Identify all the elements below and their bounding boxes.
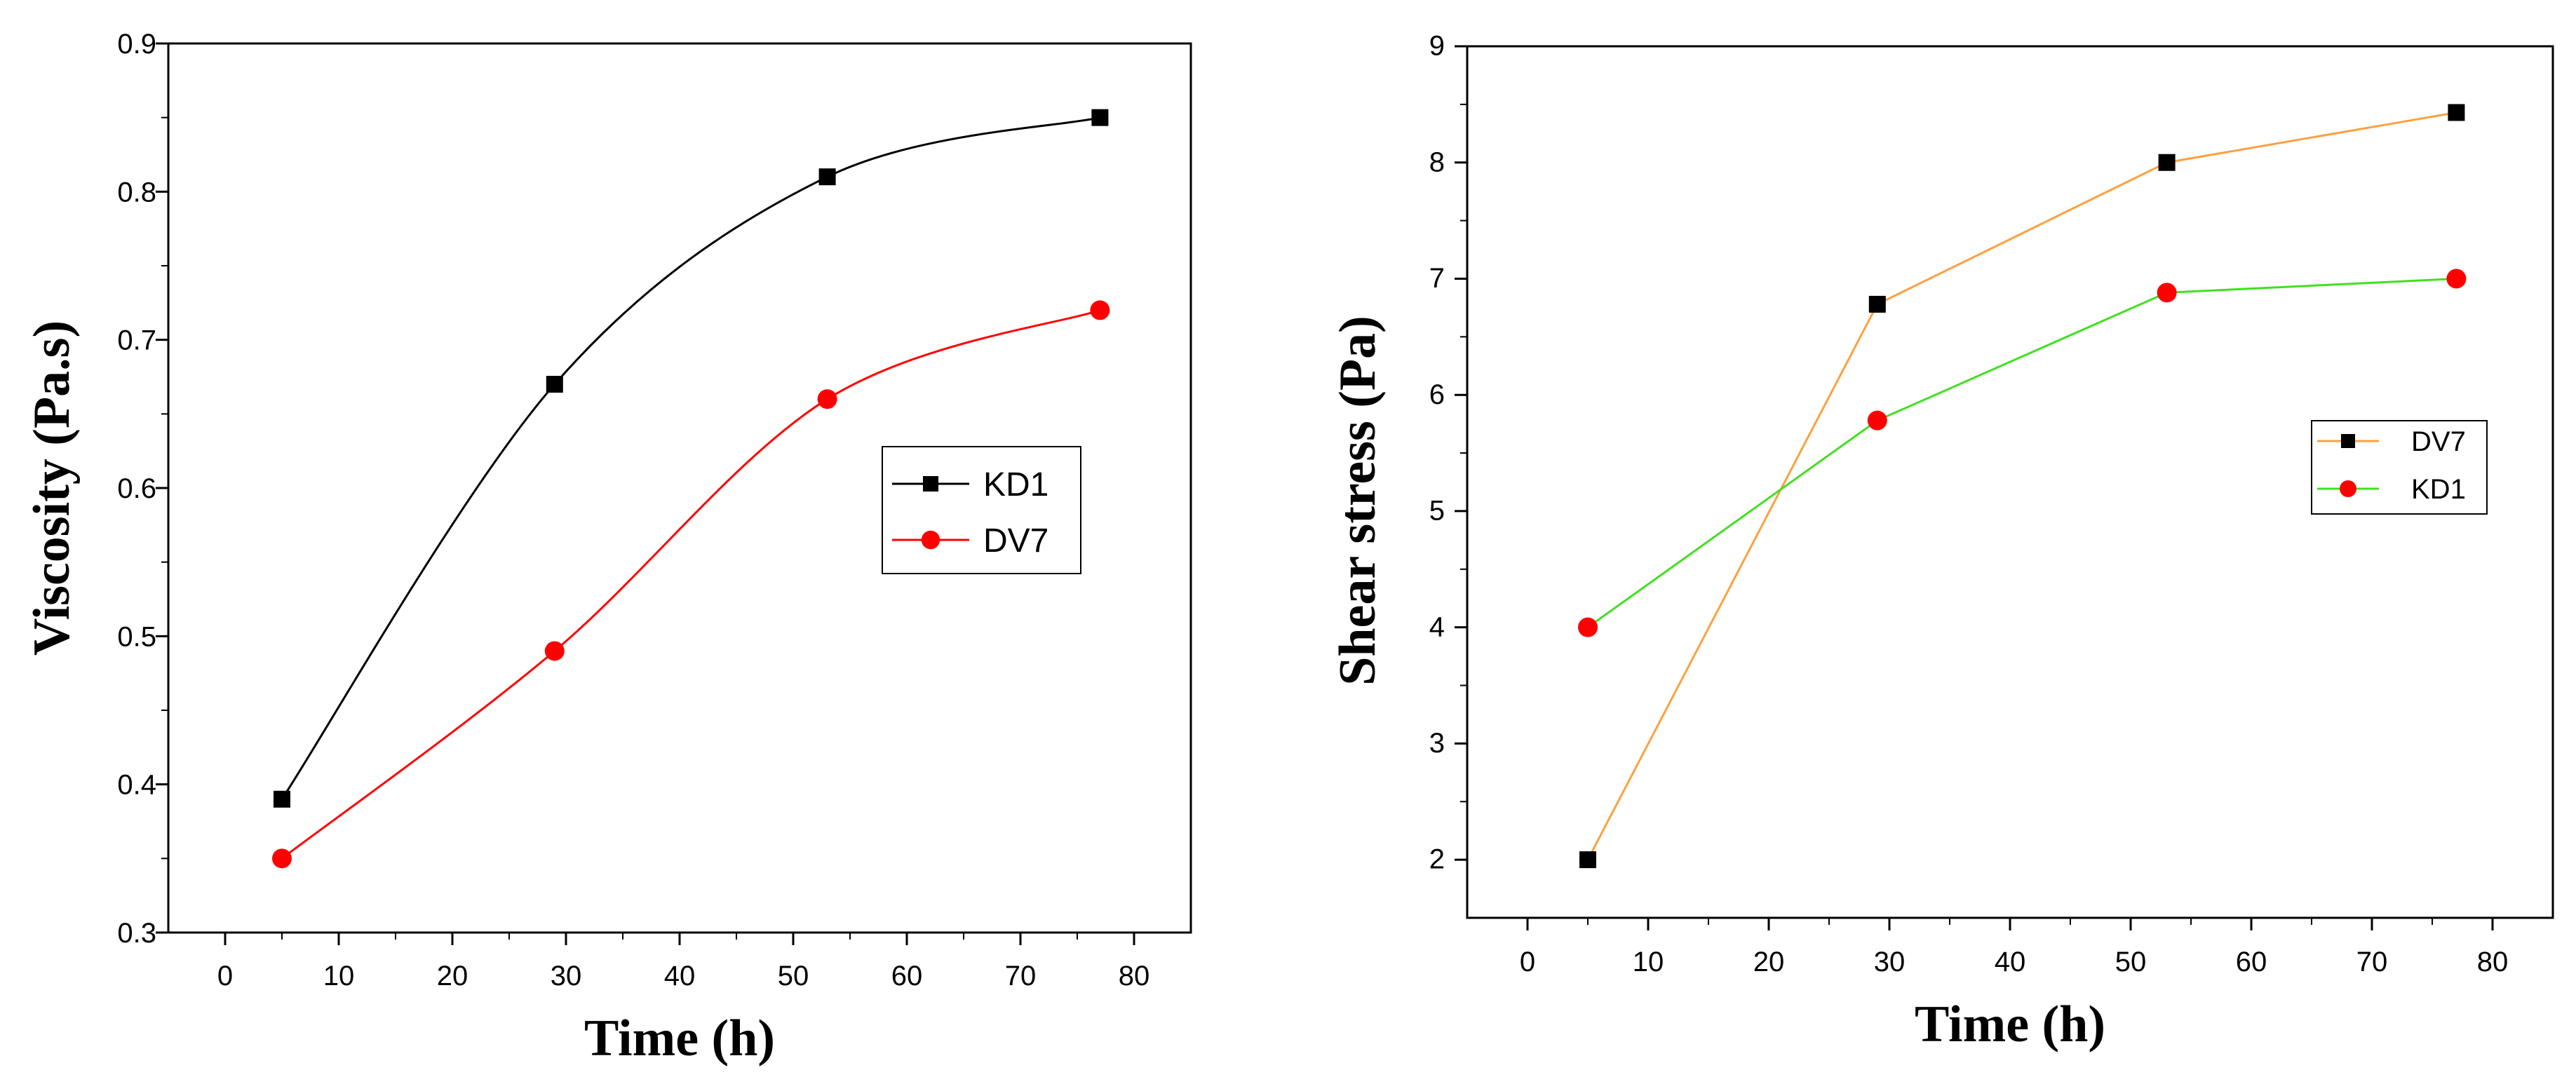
- series-line-dv7: [1586, 111, 2457, 860]
- y-tick-label: 9: [1429, 31, 1445, 62]
- legend-box: [2311, 420, 2488, 515]
- x-tick-label: 50: [2115, 947, 2147, 977]
- data-point-circle: [2157, 283, 2177, 303]
- x-tick-label: 10: [1633, 947, 1664, 977]
- x-tick-label: 20: [437, 961, 468, 991]
- series-line-kd1: [281, 116, 1100, 800]
- legend-marker-square: [923, 476, 938, 492]
- y-tick-label: 0.9: [117, 29, 156, 60]
- data-point-square: [546, 376, 563, 393]
- data-point-circle: [1578, 617, 1598, 637]
- x-tick-label: 20: [1753, 947, 1785, 977]
- x-axis-title: Time (h): [1915, 996, 2105, 1053]
- data-point-square: [1579, 851, 1596, 869]
- x-tick-label: 80: [1119, 961, 1150, 991]
- y-tick-label: 8: [1429, 147, 1445, 177]
- y-tick-label: 0.7: [117, 325, 156, 356]
- x-tick-label: 60: [2236, 947, 2267, 977]
- x-tick-label: 70: [1005, 961, 1037, 991]
- x-tick-label: 10: [323, 961, 355, 991]
- legend-label: KD1: [2411, 474, 2466, 505]
- x-axis-title: Time (h): [584, 1010, 775, 1067]
- data-point-square: [2158, 154, 2176, 171]
- legend-box: [882, 446, 1081, 574]
- y-tick-label: 7: [1429, 263, 1445, 294]
- legend-label: DV7: [2411, 426, 2466, 457]
- y-tick-label: 0.6: [117, 473, 156, 504]
- legend-marker-circle: [921, 530, 940, 550]
- x-tick-label: 30: [1874, 947, 1906, 977]
- y-tick-label: 0.5: [117, 621, 156, 652]
- x-tick-label: 80: [2477, 947, 2509, 977]
- x-tick-label: 0: [217, 961, 233, 991]
- data-point-square: [1868, 295, 1886, 313]
- data-point-circle: [544, 641, 565, 661]
- y-axis-title: Viscosity (Pa.s): [23, 320, 81, 656]
- data-point-circle: [2446, 269, 2467, 289]
- data-point-circle: [1867, 410, 1887, 431]
- x-tick-label: 50: [778, 961, 809, 991]
- legend-marker-circle: [2340, 480, 2356, 497]
- data-point-circle: [1090, 300, 1110, 320]
- x-tick-label: 40: [664, 961, 696, 991]
- series-line-dv7: [281, 309, 1100, 860]
- legend-label: DV7: [983, 522, 1048, 560]
- x-tick-label: 0: [1520, 947, 1535, 977]
- y-axis-title: Shear stress (Pa): [1329, 316, 1387, 686]
- legend-label: KD1: [983, 466, 1048, 503]
- data-point-square: [2448, 104, 2465, 121]
- shear-stress-chart: 0 10 20 30 40 50 60 70 80 2 3 4 5 6 7 8 9 Time (h) Shear s…: [1329, 31, 2554, 1053]
- x-tick-label: 40: [1995, 947, 2026, 977]
- data-point-circle: [817, 389, 837, 409]
- series-line-kd1: [1587, 277, 2457, 628]
- y-tick-label: 6: [1429, 379, 1445, 410]
- data-point-square: [1091, 109, 1109, 126]
- data-point-square: [274, 790, 290, 808]
- y-tick-label: 0.8: [117, 177, 156, 208]
- y-tick-label: 5: [1429, 496, 1445, 527]
- x-tick-label: 60: [891, 961, 923, 991]
- y-tick-label: 4: [1429, 611, 1445, 642]
- data-point-square: [818, 168, 836, 186]
- y-tick-label: 0.3: [117, 918, 156, 949]
- x-tick-label: 30: [551, 961, 582, 991]
- y-tick-label: 0.4: [117, 770, 156, 801]
- data-point-circle: [272, 848, 292, 869]
- y-tick-label: 2: [1429, 844, 1445, 875]
- y-tick-label: 3: [1429, 728, 1445, 759]
- viscosity-chart: 0 10 20 30 40 50 60 70 80 0.3 0.4 0.5 0.6 0.7 0.8 0.9 Ti…: [23, 29, 1192, 1067]
- legend-marker-square: [2341, 434, 2355, 448]
- x-tick-label: 70: [2356, 947, 2388, 977]
